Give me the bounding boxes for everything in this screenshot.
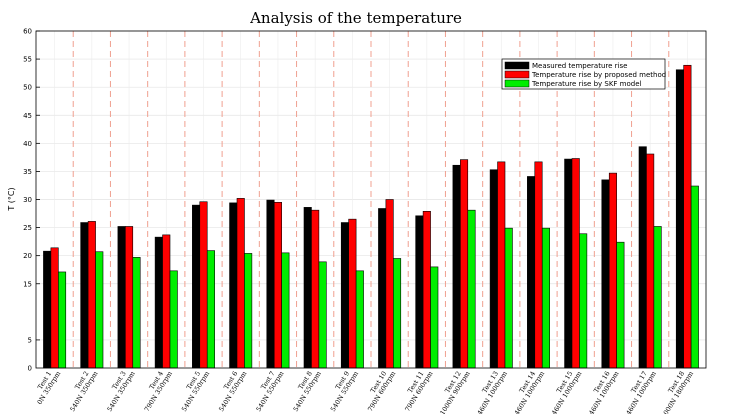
bar-skf (579, 233, 588, 369)
bar-skf (132, 257, 141, 369)
bar-proposed (422, 210, 431, 369)
chart-title: Analysis of the temperature (249, 9, 462, 27)
y-tick-label: 0 (28, 365, 32, 373)
legend-swatch (504, 61, 530, 70)
bar-skf (504, 227, 513, 369)
bar-skf (467, 209, 476, 369)
bar-measured (415, 215, 424, 369)
bar-skf (169, 270, 178, 369)
bar-proposed (236, 198, 245, 369)
bar-measured (527, 176, 536, 369)
bar-measured (154, 236, 163, 369)
bar-proposed (683, 64, 692, 369)
legend-entry-label: Measured temperature rise (532, 62, 627, 70)
bar-measured (452, 164, 461, 369)
y-tick-label: 40 (23, 140, 32, 148)
bar-measured (192, 204, 201, 369)
bar-proposed (460, 159, 469, 369)
bar-proposed (125, 226, 134, 369)
bar-skf (653, 226, 662, 369)
bar-measured (229, 202, 238, 369)
y-tick-label: 30 (23, 196, 32, 204)
bar-skf (318, 261, 327, 369)
bar-measured (117, 226, 126, 369)
bar-measured (340, 222, 349, 369)
bar-skf (393, 258, 402, 369)
bar-proposed (50, 247, 59, 369)
bar-proposed (273, 202, 282, 369)
bar-proposed (162, 234, 171, 369)
y-axis-label: T (°C) (7, 187, 16, 211)
bar-proposed (646, 153, 655, 369)
bar-skf (616, 241, 625, 369)
legend-entry-label: Temperature rise by proposed method (531, 71, 666, 79)
bar-measured (675, 69, 684, 369)
bar-measured (489, 169, 498, 369)
bar-measured (43, 250, 52, 369)
bar-proposed (311, 209, 320, 369)
bar-skf (58, 271, 67, 369)
bar-proposed (348, 218, 357, 369)
legend-swatch (504, 70, 530, 79)
bar-proposed (534, 161, 543, 369)
y-tick-label: 50 (23, 84, 32, 92)
y-tick-label: 5 (28, 336, 32, 344)
y-tick-label: 45 (23, 112, 32, 120)
bar-skf (690, 185, 699, 369)
bar-measured (564, 158, 573, 369)
legend-swatch (504, 79, 530, 88)
bar-measured (80, 222, 89, 369)
y-tick-label: 20 (23, 252, 32, 260)
bar-skf (541, 227, 550, 369)
legend-entry-label: Temperature rise by SKF model (531, 80, 642, 88)
bar-measured (303, 207, 312, 369)
y-tick-label: 15 (23, 280, 32, 288)
bar-proposed (608, 172, 617, 369)
bar-proposed (497, 161, 506, 369)
y-tick-label: 35 (23, 168, 32, 176)
y-tick-label: 60 (23, 28, 32, 36)
bar-proposed (571, 158, 580, 369)
bar-skf (430, 266, 439, 369)
bar-skf (244, 253, 253, 369)
y-tick-label: 25 (23, 224, 32, 232)
bar-proposed (385, 199, 394, 369)
y-tick-label: 55 (23, 56, 32, 64)
bar-measured (378, 208, 387, 369)
bars (43, 64, 699, 369)
bar-skf (281, 252, 290, 369)
bar-skf (206, 250, 215, 369)
bar-proposed (87, 221, 96, 369)
bar-measured (638, 146, 647, 369)
bar-skf (355, 270, 364, 369)
group-separators (72, 31, 670, 368)
bar-skf (95, 251, 104, 369)
bar-proposed (199, 201, 208, 369)
bar-measured (266, 199, 275, 369)
bar-measured (601, 179, 610, 369)
